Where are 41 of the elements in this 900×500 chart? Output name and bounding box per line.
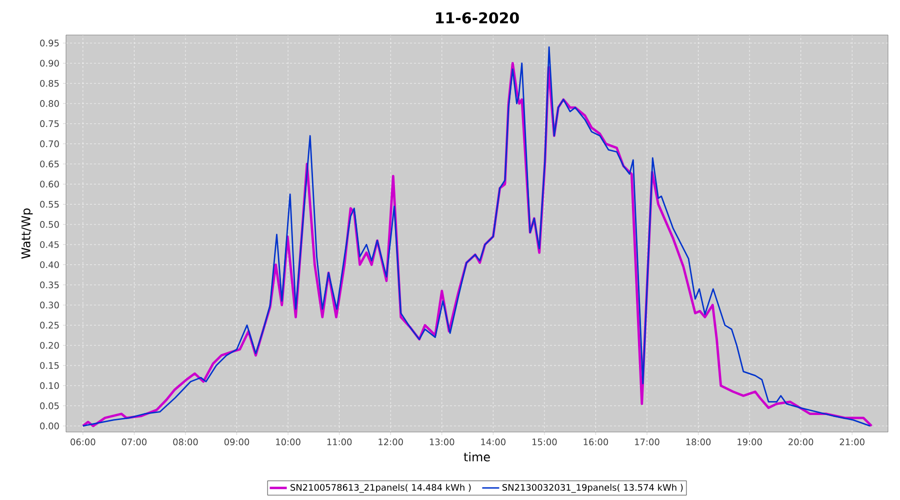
y-tick-label: 0.10 bbox=[40, 382, 59, 390]
x-tick-label: 06:00 bbox=[70, 438, 96, 446]
y-tick-label: 0.75 bbox=[40, 120, 59, 128]
y-tick-label: 0.80 bbox=[40, 100, 59, 107]
chart-title: 11-6-2020 bbox=[436, 12, 519, 24]
x-tick-label: 16:00 bbox=[584, 438, 608, 446]
y-tick-label: 0.50 bbox=[40, 221, 59, 228]
y-tick-label: 0.30 bbox=[40, 302, 59, 308]
x-tick-label: 13:00 bbox=[430, 438, 454, 446]
x-tick-label: 08:00 bbox=[173, 438, 198, 446]
x-tick-label: 17:00 bbox=[635, 438, 660, 446]
y-tick-label: 0.55 bbox=[40, 200, 59, 208]
x-tick-label: 10:00 bbox=[276, 438, 300, 446]
y-tick-label: 0.85 bbox=[40, 80, 59, 87]
y-tick-label: 0.60 bbox=[40, 180, 59, 188]
y-tick-label: 0.15 bbox=[40, 362, 59, 369]
y-tick-label: 0.05 bbox=[40, 402, 59, 410]
y-tick-label: 0.65 bbox=[40, 160, 59, 168]
x-axis-title: time bbox=[464, 452, 490, 462]
y-tick-label: 0.95 bbox=[40, 40, 59, 46]
x-tick-label: 09:00 bbox=[224, 438, 250, 446]
x-tick-label: 07:00 bbox=[122, 438, 147, 446]
y-tick-label: 0.25 bbox=[40, 322, 59, 329]
x-tick-label: 12:00 bbox=[378, 438, 403, 446]
legend-label: SN2130032031_19panels( 13.574 kWh ) bbox=[502, 484, 683, 493]
x-tick-label: 14:00 bbox=[481, 438, 506, 446]
y-tick-label: 0.70 bbox=[40, 140, 59, 148]
y-tick-label: 0.45 bbox=[40, 241, 59, 248]
x-tick-label: 21:00 bbox=[840, 438, 864, 446]
legend-label: SN2100578613_21panels( 14.484 kWh ) bbox=[290, 484, 471, 493]
y-tick-label: 0.90 bbox=[40, 60, 59, 67]
x-tick-label: 19:00 bbox=[738, 438, 762, 446]
y-tick-label: 0.00 bbox=[40, 422, 59, 430]
y-tick-label: 0.40 bbox=[40, 261, 59, 268]
y-tick-label: 0.20 bbox=[40, 342, 59, 349]
x-tick-label: 20:00 bbox=[788, 438, 814, 446]
x-tick-label: 18:00 bbox=[686, 438, 711, 446]
y-axis-title: Watt/Wp bbox=[21, 208, 33, 259]
y-tick-label: 0.35 bbox=[40, 281, 59, 288]
x-tick-label: 15:00 bbox=[532, 438, 557, 446]
x-tick-label: 11:00 bbox=[327, 438, 352, 446]
